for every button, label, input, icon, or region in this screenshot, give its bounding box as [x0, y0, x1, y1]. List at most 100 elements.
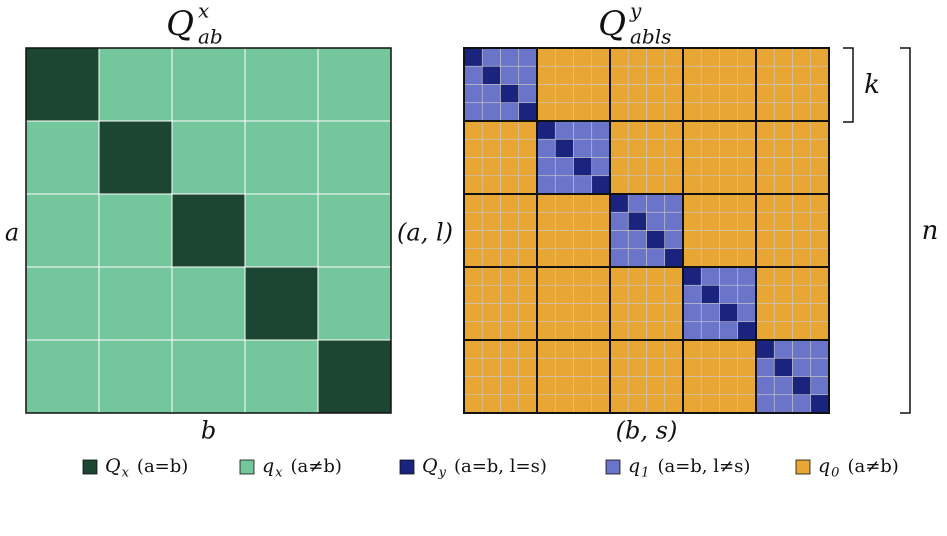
- matrix-cell: [755, 193, 775, 213]
- matrix-cell: [773, 193, 793, 213]
- matrix-cell: [98, 120, 173, 195]
- matrix-cell: [664, 84, 684, 104]
- matrix-cell: [554, 357, 574, 377]
- matrix-cell: [481, 84, 501, 104]
- matrix-cell: [518, 321, 538, 341]
- matrix-cell: [463, 47, 483, 67]
- matrix-cell: [591, 175, 611, 195]
- matrix-cell: [627, 193, 647, 213]
- matrix-cell: [609, 65, 629, 85]
- matrix-cell: [518, 394, 538, 414]
- matrix-cell: [773, 138, 793, 158]
- size-label: n: [922, 216, 939, 246]
- matrix-cell: [664, 321, 684, 341]
- matrix-cell: [755, 120, 775, 140]
- matrix-cell: [481, 65, 501, 85]
- matrix-cell: [792, 303, 812, 323]
- matrix-cell: [737, 47, 757, 67]
- matrix-cell: [481, 211, 501, 231]
- matrix-cell: [737, 339, 757, 359]
- matrix-cell: [719, 120, 739, 140]
- matrix-cell: [773, 339, 793, 359]
- matrix-cell: [500, 84, 520, 104]
- matrix-cell: [646, 284, 666, 304]
- matrix-cell: [518, 84, 538, 104]
- matrix-cell: [755, 230, 775, 250]
- matrix-cell: [810, 211, 830, 231]
- matrix-cell: [737, 321, 757, 341]
- block-border: [755, 339, 830, 414]
- row-label: a: [5, 219, 19, 247]
- matrix-cell: [609, 211, 629, 231]
- matrix-cell: [463, 157, 483, 177]
- matrix-cell: [773, 376, 793, 396]
- legend-text: (a=b, l≠s): [657, 456, 750, 477]
- matrix-cell: [627, 84, 647, 104]
- matrix-cell: [700, 157, 720, 177]
- matrix-cell: [719, 175, 739, 195]
- matrix-cell: [627, 175, 647, 195]
- matrix-cell: [573, 47, 593, 67]
- matrix-cell: [481, 303, 501, 323]
- matrix-cell: [719, 193, 739, 213]
- matrix-cell: [481, 248, 501, 268]
- matrix-cell: [737, 102, 757, 122]
- col-label: b: [201, 417, 216, 445]
- matrix-cell: [682, 394, 702, 414]
- matrix-cell: [609, 47, 629, 67]
- matrix-cell: [518, 138, 538, 158]
- matrix-cell: [481, 47, 501, 67]
- matrix-cell: [609, 266, 629, 286]
- matrix-cell: [646, 138, 666, 158]
- matrix-cell: [573, 339, 593, 359]
- matrix-cell: [810, 175, 830, 195]
- matrix-cell: [171, 339, 246, 414]
- matrix-cell: [609, 339, 629, 359]
- matrix-cell: [719, 303, 739, 323]
- matrix-cell: [591, 321, 611, 341]
- matrix-cell: [591, 102, 611, 122]
- matrix-cell: [755, 376, 775, 396]
- matrix-cell: [646, 102, 666, 122]
- matrix-cell: [664, 248, 684, 268]
- matrix-cell: [792, 230, 812, 250]
- matrix-cell: [737, 138, 757, 158]
- matrix-cell: [25, 266, 100, 341]
- matrix-cell: [481, 102, 501, 122]
- matrix-cell: [737, 157, 757, 177]
- matrix-cell: [755, 47, 775, 67]
- matrix-cell: [573, 394, 593, 414]
- matrix-cell: [244, 193, 319, 268]
- matrix-cell: [463, 376, 483, 396]
- matrix-cell: [536, 394, 556, 414]
- matrix-cell: [554, 84, 574, 104]
- matrix-cell: [773, 248, 793, 268]
- matrix-cell: [773, 394, 793, 414]
- matrix-cell: [755, 339, 775, 359]
- matrix-cell: [98, 47, 173, 122]
- matrix-cell: [481, 357, 501, 377]
- matrix-cell: [518, 47, 538, 67]
- matrix-cell: [719, 65, 739, 85]
- matrix-cell: [554, 321, 574, 341]
- matrix-cell: [554, 102, 574, 122]
- matrix-cell: [536, 230, 556, 250]
- matrix-cell: [810, 193, 830, 213]
- matrix-cell: [554, 65, 574, 85]
- matrix-cell: [682, 193, 702, 213]
- matrix-cell: [573, 157, 593, 177]
- matrix-cell: [755, 84, 775, 104]
- matrix-cell: [244, 120, 319, 195]
- matrix-cell: [591, 357, 611, 377]
- legend-symbol: q: [628, 455, 640, 477]
- matrix-cell: [737, 248, 757, 268]
- matrix-cell: [463, 284, 483, 304]
- matrix-cell: [700, 376, 720, 396]
- matrix-cell: [646, 303, 666, 323]
- matrix-cell: [664, 193, 684, 213]
- matrix-cell: [773, 230, 793, 250]
- matrix-cell: [463, 138, 483, 158]
- matrix-cell: [554, 339, 574, 359]
- matrix-cell: [627, 211, 647, 231]
- matrix-cell: [244, 47, 319, 122]
